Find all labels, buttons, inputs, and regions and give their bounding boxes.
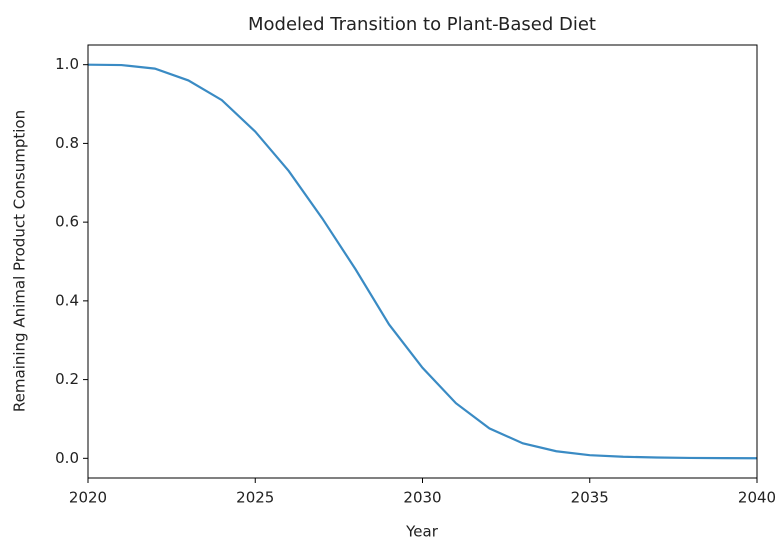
y-tick-label: 0.6 [55,213,79,231]
y-tick-label: 1.0 [55,55,79,73]
x-tick-label: 2020 [69,489,107,507]
y-axis-label: Remaining Animal Product Consumption [11,110,29,412]
y-tick-label: 0.8 [55,134,79,152]
x-tick-label: 2035 [571,489,609,507]
data-line [87,63,758,460]
x-tick-label: 2040 [738,489,776,507]
y-tick-label: 0.4 [55,291,79,309]
y-tick-label: 0.2 [55,370,79,388]
plot-frame [87,44,758,479]
x-tick-label: 2025 [236,489,274,507]
x-axis-label: Year [405,523,439,541]
chart-title: Modeled Transition to Plant-Based Diet [248,14,596,35]
x-tick-label: 2030 [403,489,441,507]
y-tick-label: 0.0 [55,449,79,467]
